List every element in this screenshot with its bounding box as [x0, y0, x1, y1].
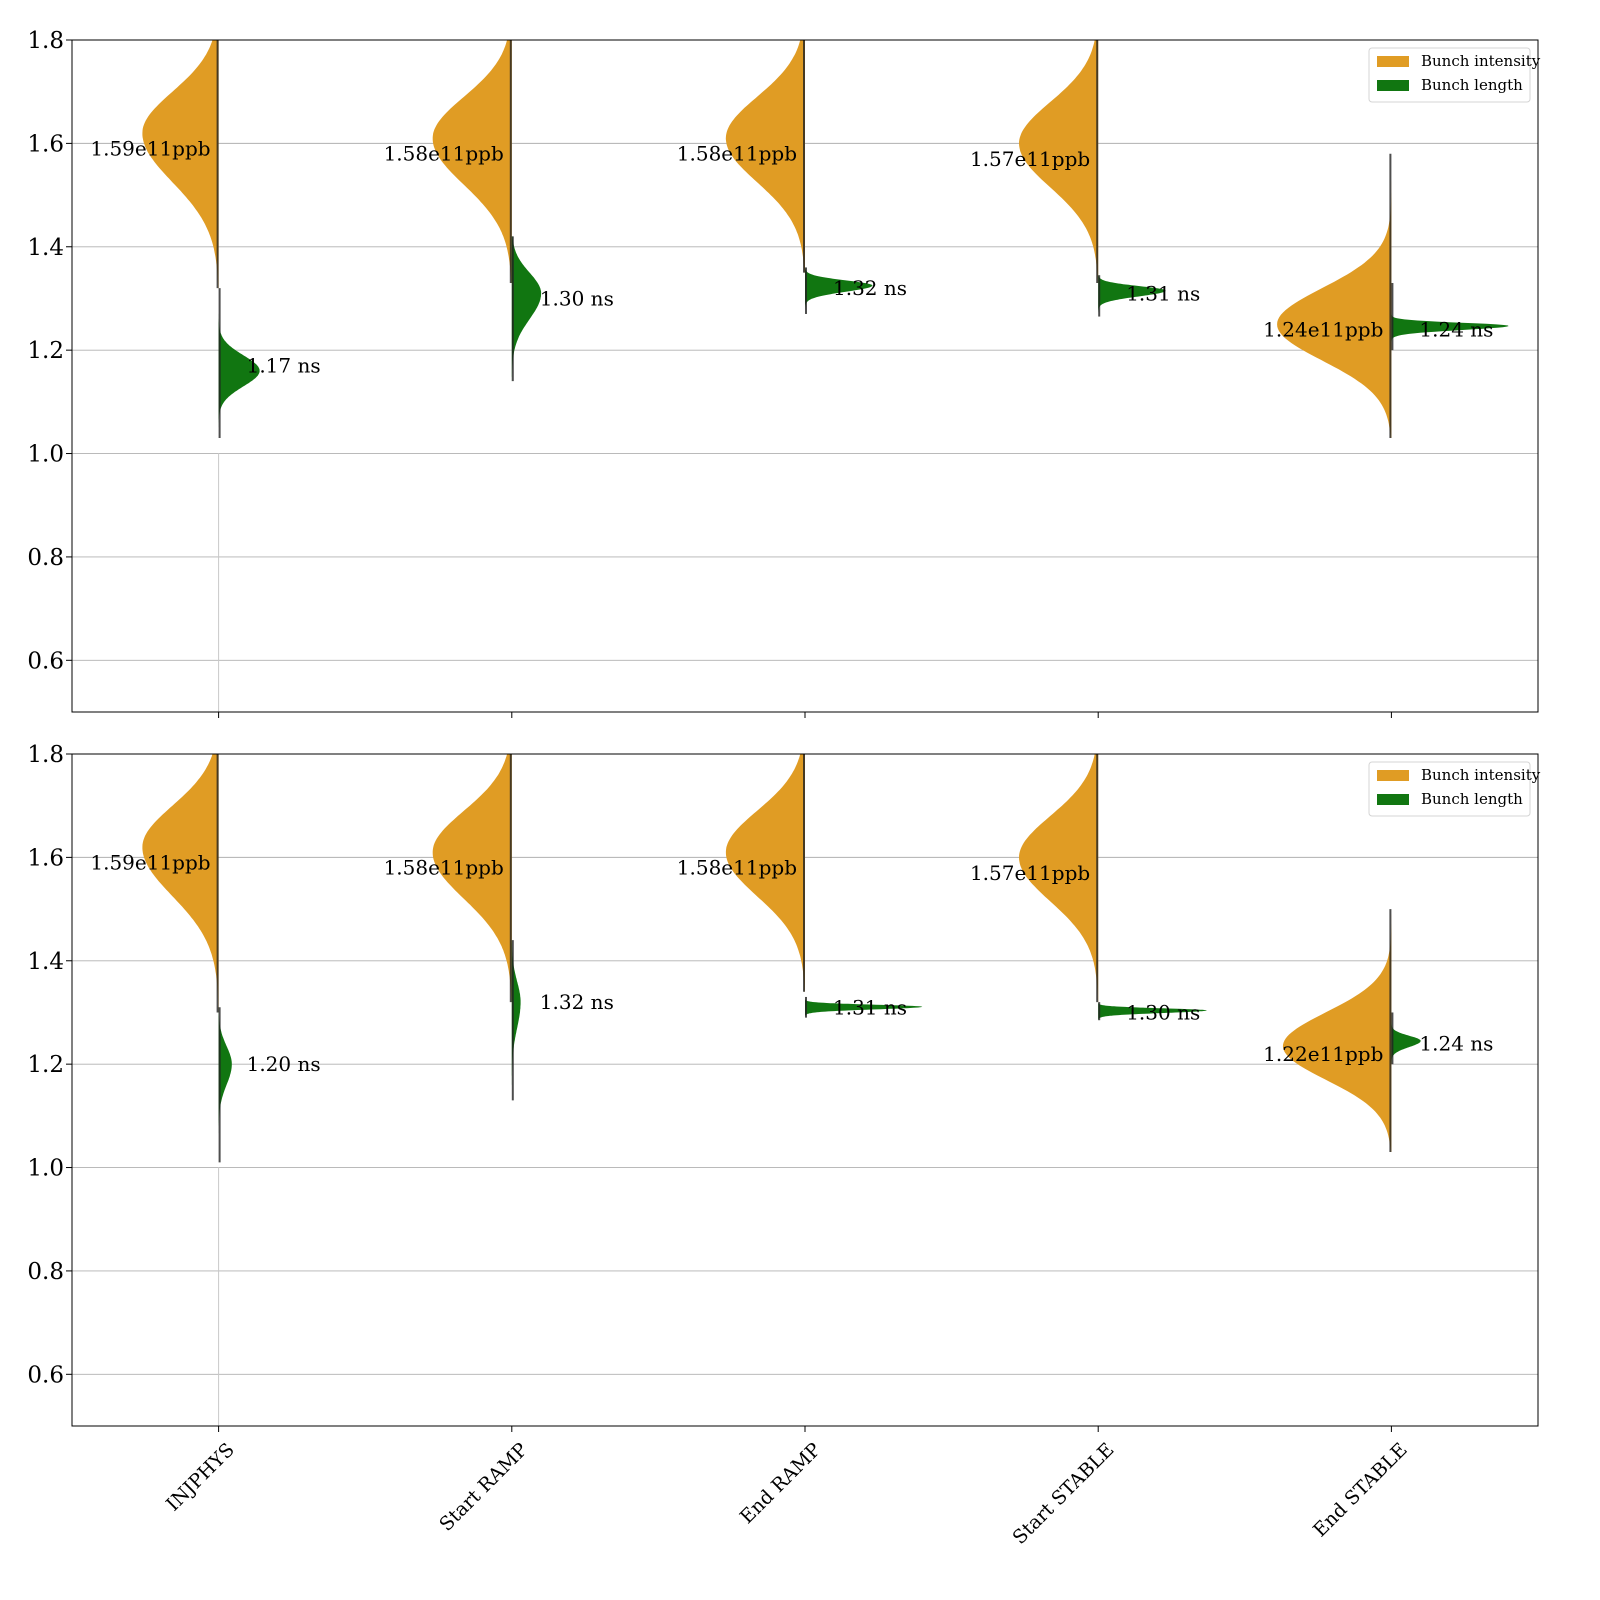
- length-annotation: 1.31 ns: [833, 995, 907, 1019]
- x-tick-label: Start STABLE: [1008, 1439, 1118, 1549]
- length-violin: [805, 996, 923, 1018]
- intensity-annotation: 1.24e11ppb: [1263, 317, 1383, 341]
- y-tick-label: 0.8: [27, 545, 64, 571]
- intensity-violin: [142, 754, 219, 1013]
- length-annotation: 1.24 ns: [1419, 317, 1493, 341]
- length-annotation: 1.32 ns: [540, 990, 614, 1014]
- length-annotation: 1.30 ns: [540, 286, 614, 310]
- length-annotation: 1.24 ns: [1419, 1031, 1493, 1055]
- length-violin: [805, 267, 873, 314]
- intensity-violin: [432, 40, 512, 283]
- y-tick-label: 1.0: [27, 1156, 64, 1182]
- intensity-violin: [142, 40, 219, 289]
- legend-label-intensity: Bunch intensity: [1421, 766, 1541, 784]
- x-tick-label: Start RAMP: [435, 1439, 532, 1536]
- y-tick-label: 1.6: [27, 845, 64, 871]
- length-violin: [1098, 275, 1166, 317]
- intensity-annotation: 1.58e11ppb: [384, 856, 504, 880]
- length-annotation: 1.31 ns: [1126, 281, 1200, 305]
- intensity-violin: [1282, 909, 1392, 1153]
- length-annotation: 1.30 ns: [1126, 1000, 1200, 1024]
- intensity-annotation: 1.57e11ppb: [970, 861, 1090, 885]
- legend-swatch-length: [1377, 80, 1409, 91]
- length-annotation: 1.17 ns: [247, 354, 321, 378]
- length-annotation: 1.32 ns: [833, 276, 907, 300]
- legend-swatch-intensity: [1377, 56, 1409, 67]
- intensity-annotation: 1.58e11ppb: [677, 142, 797, 166]
- intensity-violin: [725, 754, 805, 992]
- intensity-annotation: 1.22e11ppb: [1263, 1042, 1383, 1066]
- axes-frame: [71, 753, 1539, 1427]
- length-violin: [218, 288, 260, 439]
- legend-label-intensity: Bunch intensity: [1421, 52, 1541, 70]
- legend: Bunch intensity Bunch length: [1368, 47, 1541, 103]
- length-violin: [511, 940, 521, 1101]
- y-tick-label: 1.8: [27, 742, 64, 768]
- length-violin: [1391, 1012, 1421, 1065]
- y-tick-label: 1.4: [27, 235, 64, 261]
- violins: [142, 754, 1421, 1426]
- y-tick-label: 1.8: [27, 28, 64, 54]
- y-tick-label: 0.8: [27, 1259, 64, 1285]
- legend-swatch-length: [1377, 794, 1409, 805]
- y-tick-label: 1.0: [27, 442, 64, 468]
- legend-swatch-intensity: [1377, 770, 1409, 781]
- violins: [142, 40, 1509, 712]
- x-tick-label: End STABLE: [1309, 1439, 1412, 1542]
- y-tick-label: 1.4: [27, 949, 64, 975]
- legend-box: [1368, 761, 1531, 817]
- panel-1: 0.6 0.8 1.0 1.2 1.4 1.6 1.8 1.59e11ppb 1.58e11pp…: [27, 28, 1541, 718]
- intensity-annotation: 1.58e11ppb: [384, 142, 504, 166]
- y-tick-label: 0.6: [27, 1362, 64, 1388]
- x-tick-label: INJPHYS: [162, 1439, 239, 1516]
- intensity-violin: [725, 40, 805, 273]
- y-tick-label: 1.2: [27, 338, 64, 364]
- panel-2: 0.6 0.8 1.0 1.2 1.4 1.6 1.8 1.59e11ppb 1.58e11pp…: [27, 742, 1541, 1432]
- y-tick-label: 1.2: [27, 1052, 64, 1078]
- legend-label-length: Bunch length: [1421, 790, 1523, 808]
- legend-label-length: Bunch length: [1421, 76, 1523, 94]
- y-tick-label: 0.6: [27, 648, 64, 674]
- intensity-annotation: 1.59e11ppb: [90, 851, 210, 875]
- x-tick-label: End RAMP: [736, 1439, 826, 1529]
- length-annotation: 1.20 ns: [247, 1052, 321, 1076]
- legend-box: [1368, 47, 1531, 103]
- intensity-annotation: 1.59e11ppb: [90, 137, 210, 161]
- axes-frame: [71, 39, 1539, 713]
- intensity-annotation: 1.57e11ppb: [970, 147, 1090, 171]
- intensity-violin: [1277, 153, 1392, 439]
- intensity-violin: [1019, 40, 1099, 283]
- length-violin: [218, 1007, 232, 1163]
- intensity-violin: [432, 754, 512, 1003]
- length-violin: [511, 236, 542, 382]
- intensity-violin: [1019, 754, 1099, 1003]
- legend: Bunch intensity Bunch length: [1368, 761, 1541, 817]
- y-tick-label: 1.6: [27, 131, 64, 157]
- length-violin: [1098, 1002, 1207, 1021]
- intensity-annotation: 1.58e11ppb: [677, 856, 797, 880]
